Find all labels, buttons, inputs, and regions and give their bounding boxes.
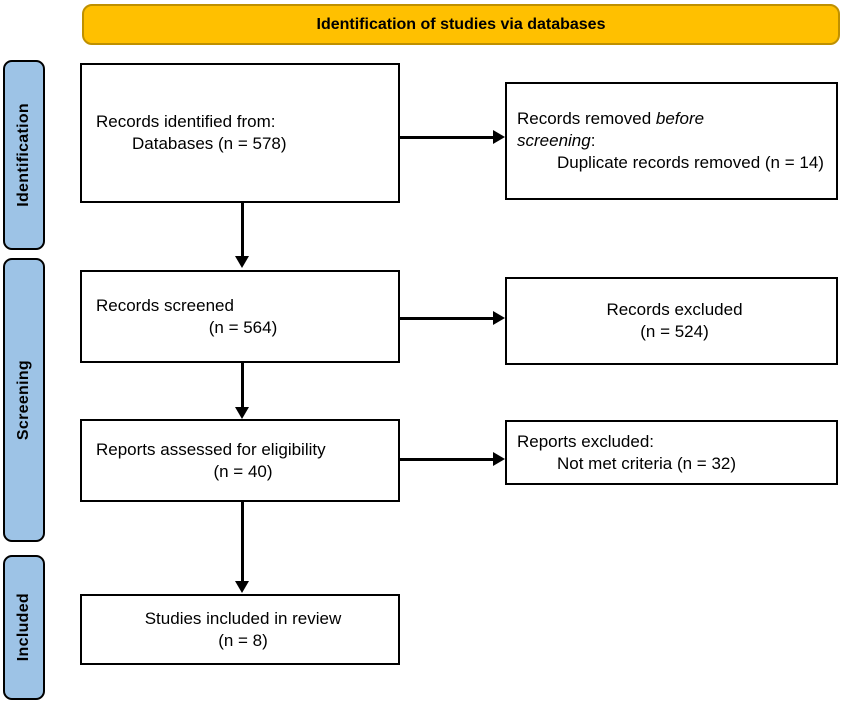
- stage-screening: Screening: [3, 258, 45, 542]
- records-removed-detail: Duplicate records removed (n = 14): [557, 153, 824, 172]
- arrow-down-assessed-to-included: [235, 502, 249, 593]
- arrow-down-screened-to-assessed: [235, 363, 249, 419]
- stage-included: Included: [3, 555, 45, 700]
- arrow-right-assessed-to-excluded: [400, 452, 505, 466]
- records-excluded-line2: (n = 524): [640, 322, 709, 341]
- records-identified-line1: Records identified from:: [96, 112, 276, 131]
- banner-identification-of-studies: Identification of studies via databases: [82, 4, 840, 45]
- arrow-right-screened-to-excluded: [400, 311, 505, 325]
- records-identified-line2: Databases (n = 578): [132, 134, 287, 153]
- records-excluded-line1: Records excluded: [606, 300, 743, 319]
- reports-assessed-line2: (n = 40): [213, 461, 273, 481]
- records-screened-line2: (n = 564): [208, 317, 278, 337]
- box-records-excluded: Records excluded (n = 524): [505, 277, 838, 365]
- box-records-removed: Records removed before screening: Duplic…: [505, 82, 838, 200]
- studies-included-line2: (n = 8): [218, 630, 268, 650]
- stage-identification: Identification: [3, 60, 45, 250]
- stage-identification-label: Identification: [15, 103, 32, 207]
- records-removed-italic-before: before: [655, 109, 705, 128]
- box-records-identified: Records identified from: Databases (n = …: [80, 63, 400, 203]
- box-reports-assessed: Reports assessed for eligibility (n = 40…: [80, 419, 400, 502]
- arrow-down-identified-to-screened: [235, 203, 249, 268]
- records-removed-colon: :: [590, 131, 596, 150]
- reports-excluded-line2: Not met criteria (n = 32): [557, 453, 737, 473]
- box-reports-excluded: Reports excluded: Not met criteria (n = …: [505, 420, 838, 485]
- records-removed-line1: Records removed before: [517, 108, 828, 130]
- records-removed-line2: screening:: [517, 130, 828, 152]
- reports-assessed-line1: Reports assessed for eligibility: [96, 439, 326, 459]
- box-studies-included: Studies included in review (n = 8): [80, 594, 400, 665]
- arrow-right-identified-to-removed: [400, 130, 505, 144]
- studies-included-line1: Studies included in review: [144, 608, 342, 628]
- records-removed-italic-screening: screening: [517, 131, 591, 150]
- records-screened-line1: Records screened: [96, 295, 234, 315]
- records-removed-pre: Records removed: [517, 109, 656, 128]
- banner-label: Identification of studies via databases: [316, 15, 606, 33]
- box-records-screened: Records screened (n = 564): [80, 270, 400, 363]
- stage-screening-label: Screening: [15, 359, 32, 441]
- stage-included-label: Included: [15, 593, 32, 662]
- reports-excluded-line1: Reports excluded:: [517, 431, 655, 451]
